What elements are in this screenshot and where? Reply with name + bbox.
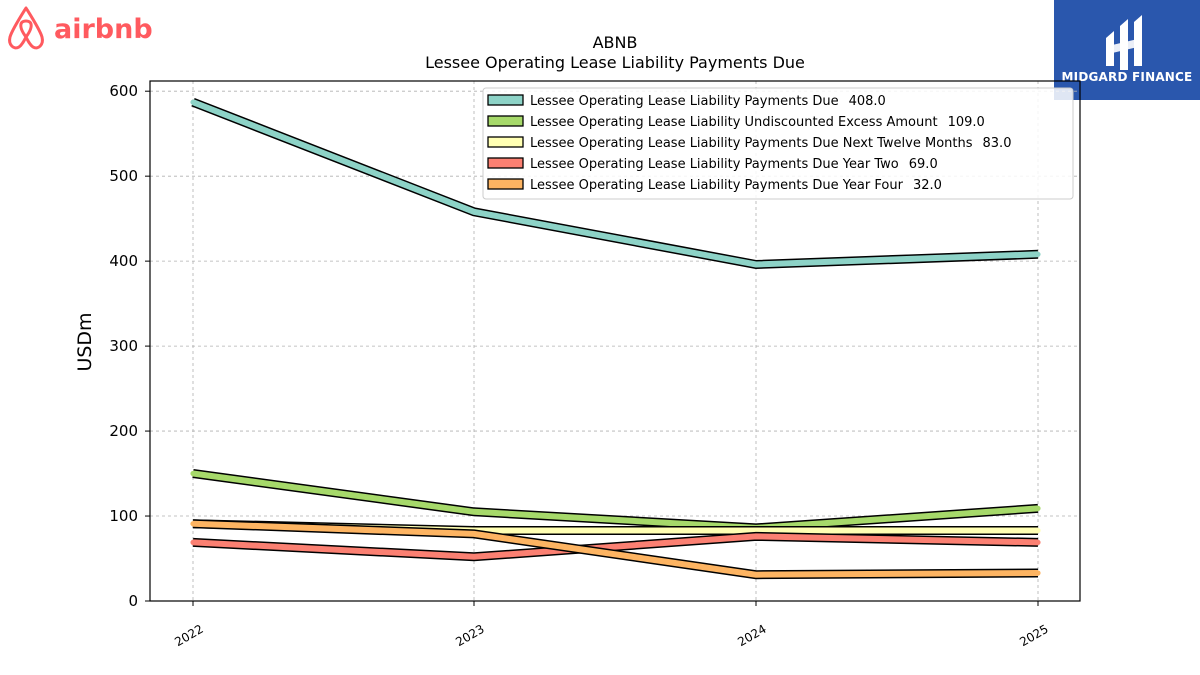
plot-frame — [149, 80, 1081, 602]
legend-box — [482, 87, 1074, 200]
legend-swatch — [487, 115, 524, 127]
legend-series-value: 69.0 — [909, 157, 938, 172]
data-point — [190, 539, 196, 546]
legend-swatch — [487, 178, 524, 190]
y-axis-ticks: 0 100 200 300 400 500 600 — [109, 82, 150, 610]
data-point — [753, 572, 759, 578]
legend-series-name: Lessee Operating Lease Liability Payment… — [530, 94, 839, 109]
badge-text: MIDGARD FINANCE — [1061, 70, 1193, 84]
x-tick-label: 2024 — [735, 622, 768, 649]
y-axis-label: USDm — [74, 312, 96, 371]
legend-series-value: 109.0 — [948, 115, 985, 130]
y-tick-label: 200 — [109, 422, 138, 440]
data-point — [471, 554, 477, 560]
data-point — [1035, 539, 1041, 546]
x-tick-label: 2023 — [453, 622, 486, 649]
y-tick-label: 100 — [109, 507, 138, 525]
data-point — [1035, 251, 1041, 257]
legend-swatch — [487, 136, 524, 148]
legend-entry: Lessee Operating Lease Liability Payment… — [530, 178, 942, 193]
data-point — [190, 99, 196, 105]
midgard-logo-icon — [1106, 15, 1142, 70]
x-axis-ticks: 2022 2023 2024 2025 — [172, 601, 1051, 649]
data-point — [1035, 505, 1041, 511]
chart-subtitle: Lessee Operating Lease Liability Payment… — [425, 53, 805, 72]
data-point — [471, 509, 477, 515]
airbnb-logo: airbnb — [8, 6, 153, 50]
midgard-finance-badge: MIDGARD FINANCE — [1054, 0, 1200, 100]
legend-swatch — [487, 157, 524, 169]
series-lines — [190, 98, 1041, 580]
series-line — [191, 99, 1039, 268]
legend: Lessee Operating Lease Liability Payment… — [482, 87, 1074, 200]
legend-series-name: Lessee Operating Lease Liability Undisco… — [530, 115, 938, 130]
series-line — [192, 533, 1039, 560]
data-point — [753, 527, 759, 534]
legend-entry: Lessee Operating Lease Liability Payment… — [530, 157, 938, 172]
legend-series-value: 32.0 — [913, 178, 942, 193]
y-tick-label: 500 — [109, 167, 138, 185]
y-tick-label: 0 — [128, 592, 138, 610]
data-point — [190, 521, 196, 527]
legend-series-name: Lessee Operating Lease Liability Payment… — [530, 178, 904, 193]
airbnb-belo-icon — [8, 6, 44, 50]
data-point — [471, 531, 477, 537]
series-line — [192, 520, 1039, 578]
data-point — [1035, 570, 1041, 576]
legend-swatch — [487, 94, 524, 106]
chart-title: ABNB — [593, 33, 638, 52]
y-tick-label: 300 — [109, 337, 138, 355]
data-point — [471, 209, 477, 215]
legend-entry: Lessee Operating Lease Liability Payment… — [530, 94, 886, 109]
legend-series-name: Lessee Operating Lease Liability Payment… — [530, 157, 899, 172]
data-point — [753, 533, 759, 540]
x-tick-label: 2022 — [172, 622, 205, 649]
legend-series-value: 408.0 — [849, 94, 886, 109]
y-tick-label: 400 — [109, 252, 138, 270]
data-point — [190, 470, 196, 477]
data-point — [1035, 527, 1041, 534]
legend-entry: Lessee Operating Lease Liability Undisco… — [530, 115, 985, 130]
legend-entry: Lessee Operating Lease Liability Payment… — [530, 136, 1011, 151]
series-line — [192, 470, 1039, 531]
brand-name: airbnb — [54, 14, 153, 45]
legend-series-value: 83.0 — [983, 136, 1012, 151]
x-tick-label: 2025 — [1017, 622, 1050, 649]
legend-series-name: Lessee Operating Lease Liability Payment… — [530, 136, 973, 151]
y-tick-label: 600 — [109, 82, 138, 100]
data-point — [753, 261, 759, 268]
